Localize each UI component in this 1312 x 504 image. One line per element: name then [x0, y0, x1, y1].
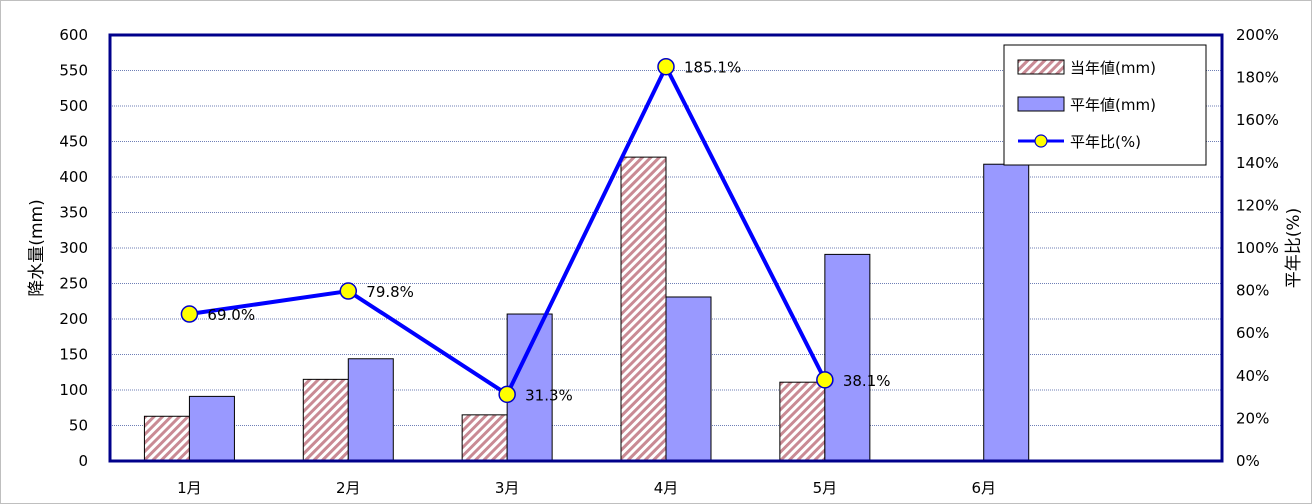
ratio-data-label: 185.1% [684, 59, 741, 77]
y-axis-title: 降水量(mm) [27, 199, 47, 296]
legend-label: 平年値(mm) [1070, 96, 1156, 114]
y2-tick-label: 160% [1236, 111, 1279, 129]
bars [143, 156, 1030, 462]
x-tick-label: 2月 [336, 479, 361, 497]
y2-tick-label: 100% [1236, 239, 1279, 257]
y2-tick-label: 40% [1236, 367, 1269, 385]
legend-label: 当年値(mm) [1070, 59, 1156, 77]
bar-normal-year [665, 296, 712, 462]
y-tick-label: 0 [78, 452, 88, 470]
y-tick-label: 500 [59, 97, 88, 115]
y-tick-label: 350 [59, 204, 88, 222]
bar-current-year [302, 378, 349, 462]
y2-tick-label: 80% [1236, 282, 1269, 300]
legend-marker-swatch [1034, 134, 1048, 148]
y-tick-label: 600 [59, 26, 88, 44]
bar-current-year [779, 381, 826, 462]
ratio-marker [816, 371, 834, 389]
y2-tick-label: 60% [1236, 324, 1269, 342]
y2-tick-label: 120% [1236, 196, 1279, 214]
y2-tick-label: 20% [1236, 409, 1269, 427]
y-tick-label: 50 [69, 417, 88, 435]
legend-label: 平年比(%) [1070, 133, 1141, 151]
x-tick-label: 3月 [495, 479, 520, 497]
bar-normal-year [188, 395, 235, 462]
legend-swatch [1017, 96, 1065, 112]
y-tick-label: 250 [59, 275, 88, 293]
ratio-data-label: 38.1% [843, 372, 891, 390]
y2-tick-label: 140% [1236, 154, 1279, 172]
y2-tick-label: 180% [1236, 69, 1279, 87]
x-tick-label: 6月 [971, 479, 996, 497]
ratio-data-label: 69.0% [207, 306, 255, 324]
y-tick-label: 150 [59, 346, 88, 364]
legend-swatch [1017, 59, 1065, 75]
ratio-marker [180, 305, 199, 323]
bar-current-year [461, 414, 508, 462]
y-tick-label: 100 [59, 381, 88, 399]
y2-tick-label: 0% [1236, 452, 1260, 470]
axis-ticks: 0 50 100 150 200 250 300 350 400 450 500 550 600 0% 20… [59, 26, 1279, 497]
x-tick-label: 1月 [177, 479, 202, 497]
bar-normal-year [824, 253, 871, 462]
legend: 当年値(mm) 平年値(mm) 平年比(%) [1003, 44, 1207, 166]
y2-tick-label: 200% [1236, 26, 1279, 44]
y-tick-label: 400 [59, 168, 88, 186]
y-tick-label: 300 [59, 239, 88, 257]
bar-current-year [620, 156, 667, 462]
ratio-marker [339, 282, 358, 300]
x-tick-label: 4月 [654, 479, 679, 497]
bar-normal-year [983, 163, 1030, 462]
ratio-data-label: 79.8% [366, 283, 414, 301]
y-tick-label: 550 [59, 62, 88, 80]
bar-normal-year [506, 313, 553, 462]
y-tick-label: 200 [59, 310, 88, 328]
plot-area-border [108, 33, 1224, 463]
ratio-marker [657, 57, 675, 76]
ratio-line: 69.0% 79.8% 31.3% 185.1% 38.1% [180, 57, 891, 404]
y-tick-label: 450 [59, 133, 88, 151]
bar-normal-year [347, 358, 394, 462]
y2-axis-title: 平年比(%) [1284, 208, 1304, 288]
bar-current-year [143, 415, 190, 462]
ratio-marker [498, 385, 516, 404]
x-tick-label: 5月 [813, 479, 838, 497]
ratio-data-label: 31.3% [525, 386, 573, 404]
